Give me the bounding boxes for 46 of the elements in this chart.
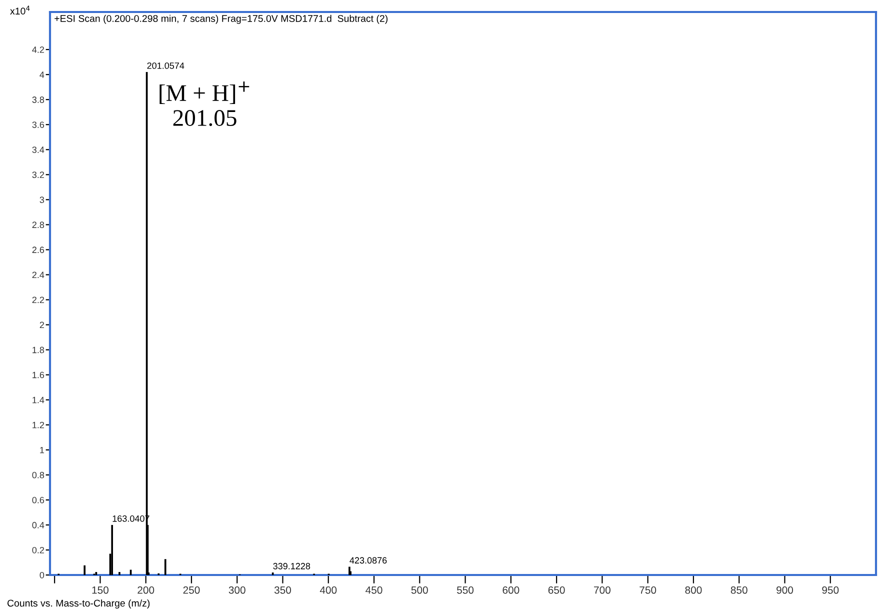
- text: x10$^{4}$: [10, 6, 30, 15]
- y-tick-label: 3.8: [32, 96, 44, 103]
- chart-title: +ESI Scan (0.200-0.298 min, 7 scans) Frag=175.0V MSD1771.d Subtract (2): [54, 14, 388, 24]
- annotation: [M + H]$^{+}$ 201.05: [160, 81, 250, 126]
- y-tick-label: 1.6: [32, 372, 44, 378]
- x-tick-label: 200: [138, 586, 154, 594]
- y-tick-label: 1.8: [32, 346, 44, 354]
- y-tick-label: 2.4: [32, 272, 44, 278]
- x-axis-title: Counts vs. Mass-to-Charge (m/z): [7, 599, 150, 609]
- y-tick-label: 4: [40, 72, 44, 78]
- x-tick-label: 400: [320, 586, 337, 594]
- x-tick-label: 150: [92, 586, 108, 594]
- x-tick-label: 250: [183, 586, 200, 594]
- annotation: 201.0574: [147, 62, 184, 69]
- y-tick-label: 3.6: [32, 122, 44, 128]
- y-tick-label: 2.2: [32, 296, 44, 304]
- x-tick-label: 750: [640, 586, 656, 594]
- x-tick-label: 600: [502, 586, 520, 594]
- y-tick-label: 0: [40, 572, 44, 578]
- y-tick-label: 2.8: [32, 222, 44, 228]
- y-tick-label: 3.4: [32, 146, 44, 153]
- y-tick-label: 3: [40, 196, 44, 204]
- y-tick-label: 1.2: [32, 422, 44, 428]
- x-tick-label: 350: [274, 586, 292, 594]
- x-tick-label: 300: [228, 586, 246, 594]
- y-tick-label: 0.4: [32, 522, 44, 528]
- x-tick-label: 450: [366, 586, 382, 594]
- y-tick-label: 3.2: [32, 172, 44, 178]
- x-tick-label: 950: [822, 586, 839, 594]
- x-tick-label: 700: [594, 586, 610, 594]
- y-tick-label: 2: [40, 322, 44, 328]
- x-tick-label: 800: [685, 586, 702, 594]
- y-tick-label: 0.2: [32, 546, 44, 554]
- y-tick-label: 0.8: [32, 472, 44, 478]
- y-tick-label: 2.6: [32, 246, 44, 254]
- y-tick-label: 1: [40, 446, 44, 454]
- x-tick-label: 850: [730, 586, 748, 594]
- x-tick-label: 650: [548, 586, 565, 594]
- y-tick-label: 4.2: [32, 46, 44, 53]
- y-tick-label: 0.6: [32, 496, 44, 504]
- annotation: 423.0876: [350, 557, 387, 564]
- x-tick-label: 900: [776, 586, 794, 594]
- annotation: 339.1228: [273, 562, 310, 570]
- x-tick-label: 550: [457, 586, 474, 594]
- y-tick-label: 1.4: [32, 396, 44, 404]
- x-tick-label: 500: [411, 586, 428, 594]
